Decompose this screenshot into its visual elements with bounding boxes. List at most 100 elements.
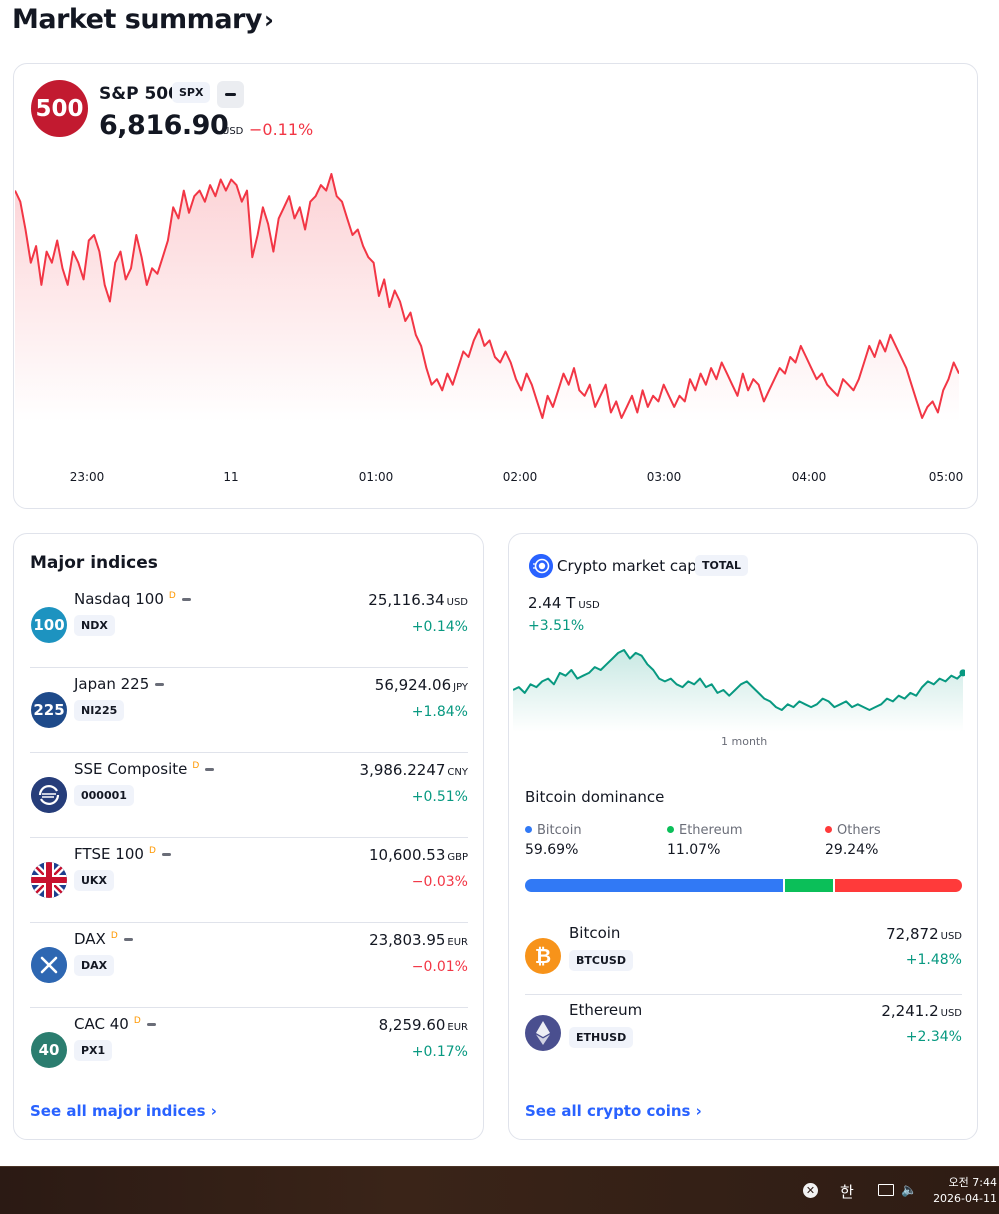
index-price: 23,803.95 EUR	[369, 931, 468, 949]
index-name-text: FTSE 100	[74, 845, 144, 863]
dominance-segment-bitcoin	[525, 879, 784, 892]
nasdaq-100-logo: 100	[31, 607, 67, 643]
ethereum-icon	[525, 1015, 561, 1051]
index-change: +0.17%	[411, 1044, 468, 1060]
index-change: −0.03%	[411, 874, 468, 890]
index-row-dax[interactable]: DAX D DAX 23,803.95 EUR −0.01%	[30, 923, 468, 1008]
index-name-text: CAC 40	[74, 1015, 129, 1033]
index-name[interactable]: FTSE 100 D	[74, 845, 171, 863]
index-name-text: Nasdaq 100	[74, 590, 164, 608]
ticker-badge[interactable]: SPX	[172, 82, 211, 103]
page-title[interactable]: Market summary›	[12, 4, 274, 35]
price-value: 23,803.95	[369, 931, 446, 949]
ticker-badge[interactable]: PX1	[74, 1040, 113, 1061]
ticker-badge[interactable]: TOTAL	[695, 555, 749, 576]
network-icon[interactable]	[878, 1184, 894, 1196]
spx-logo: 500	[31, 80, 88, 137]
index-name[interactable]: SSE Composite D	[74, 760, 215, 778]
x-axis-label: 05:00	[928, 470, 964, 484]
coin-row-ethereum[interactable]: Ethereum ETHUSD 2,241.2 USD +2.34%	[525, 995, 962, 1072]
dominance-segment-others	[835, 879, 962, 892]
dominance-value: 29.24%	[825, 842, 879, 858]
chevron-right-icon: ›	[263, 6, 274, 34]
coin-price: 72,872 USD	[886, 925, 962, 943]
index-name-text: SSE Composite	[74, 760, 188, 778]
index-row-japan-225[interactable]: 225 Japan 225 NI225 56,924.06 JPY +1.84%	[30, 668, 468, 753]
crypto-market-cap-icon	[529, 554, 553, 578]
index-row-sse-composite[interactable]: SSE Composite D 000001 3,986.2247 CNY +0.51%	[30, 753, 468, 838]
delayed-badge: D	[168, 591, 176, 601]
index-name[interactable]: Nasdaq 100 D	[74, 590, 191, 608]
index-price: 25,116.34 USD	[368, 591, 468, 609]
ticker-badge[interactable]: 000001	[74, 785, 134, 806]
spx-line-chart[interactable]	[15, 172, 959, 422]
x-axis-label: 04:00	[791, 470, 827, 484]
delayed-badge: D	[133, 1016, 141, 1026]
index-name[interactable]: CAC 40 D	[74, 1015, 156, 1033]
clock[interactable]: 오전 7:44 2026-04-11	[933, 1175, 997, 1207]
dominance-bitcoin: Bitcoin 59.69%	[525, 823, 582, 858]
japan-225-logo: 225	[31, 692, 67, 728]
ticker-badge[interactable]: NDX	[74, 615, 115, 636]
dominance-title: Bitcoin dominance	[525, 788, 665, 806]
dominance-value: 11.07%	[667, 842, 721, 858]
dash-icon	[155, 683, 165, 686]
delayed-badge: D	[110, 931, 118, 941]
volume-icon[interactable]: 🔈	[901, 1183, 918, 1198]
coin-row-bitcoin[interactable]: ₿ Bitcoin BTCUSD 72,872 USD +1.48%	[525, 918, 962, 995]
index-row-ftse-100[interactable]: FTSE 100 D UKX 10,600.53 GBP −0.03%	[30, 838, 468, 923]
index-price: 3,986.2247 CNY	[360, 761, 468, 779]
dash-icon	[146, 1023, 156, 1026]
crypto-change: +3.51%	[528, 618, 585, 634]
delayed-badge: D	[148, 846, 156, 856]
spx-card[interactable]: 500 S&P 500 SPX 6,816.90 USD −0.11% 23:0…	[13, 63, 978, 509]
dominance-label: Bitcoin	[525, 823, 582, 838]
currency-label: JPY	[453, 682, 468, 693]
dominance-label: Others	[825, 823, 881, 838]
dash-icon	[181, 598, 191, 601]
index-change: +0.14%	[411, 619, 468, 635]
index-name[interactable]: DAX D	[74, 930, 133, 948]
price-value: 25,116.34	[368, 591, 445, 609]
coin-name[interactable]: Ethereum	[569, 1001, 643, 1019]
crypto-line-chart[interactable]	[513, 646, 965, 732]
dash-icon	[123, 938, 133, 941]
index-name-text: DAX	[74, 930, 106, 948]
dominance-bar	[525, 879, 962, 892]
currency-label: USD	[940, 1008, 962, 1019]
coin-change: +1.48%	[905, 952, 962, 968]
ticker-badge[interactable]: UKX	[74, 870, 114, 891]
currency-label: CNY	[447, 767, 468, 778]
ticker-badge[interactable]: NI225	[74, 700, 125, 721]
ticker-badge[interactable]: ETHUSD	[569, 1027, 634, 1048]
x-axis-label: 02:00	[502, 470, 538, 484]
ticker-badge[interactable]: DAX	[74, 955, 115, 976]
symbol-name[interactable]: S&P 500	[99, 84, 180, 104]
symbol-price: 6,816.90	[99, 110, 229, 141]
index-name[interactable]: Japan 225	[74, 675, 165, 693]
delayed-badge: D	[192, 761, 200, 771]
chart-series-line	[513, 649, 964, 711]
ticker-badge[interactable]: BTCUSD	[569, 950, 633, 971]
index-change: +0.51%	[411, 789, 468, 805]
dash-icon	[205, 768, 215, 771]
index-row-cac-40[interactable]: 40 CAC 40 D PX1 8,259.60 EUR +0.17%	[30, 1008, 468, 1093]
dash-icon[interactable]	[217, 81, 244, 108]
crypto-value-number: 2.44 T	[528, 594, 576, 612]
dash-icon	[161, 853, 171, 856]
x-axis-label: 01:00	[358, 470, 394, 484]
see-all-indices-link[interactable]: See all major indices ›	[30, 1102, 217, 1120]
dominance-value: 59.69%	[525, 842, 579, 858]
ftse-100-logo	[31, 862, 67, 898]
clock-time: 오전 7:44	[948, 1176, 997, 1189]
close-icon[interactable]: ✕	[803, 1183, 818, 1198]
cac-40-logo: 40	[31, 1032, 67, 1068]
crypto-title[interactable]: Crypto market cap	[557, 557, 697, 575]
index-name-text: Japan 225	[74, 675, 150, 693]
see-all-crypto-link[interactable]: See all crypto coins ›	[525, 1102, 702, 1120]
index-row-nasdaq-100[interactable]: 100 Nasdaq 100 D NDX 25,116.34 USD +0.14%	[30, 583, 468, 668]
coin-name[interactable]: Bitcoin	[569, 924, 621, 942]
price-value: 3,986.2247	[359, 761, 446, 779]
period-label: 1 month	[721, 735, 768, 748]
ime-indicator[interactable]: 한	[840, 1183, 854, 1201]
